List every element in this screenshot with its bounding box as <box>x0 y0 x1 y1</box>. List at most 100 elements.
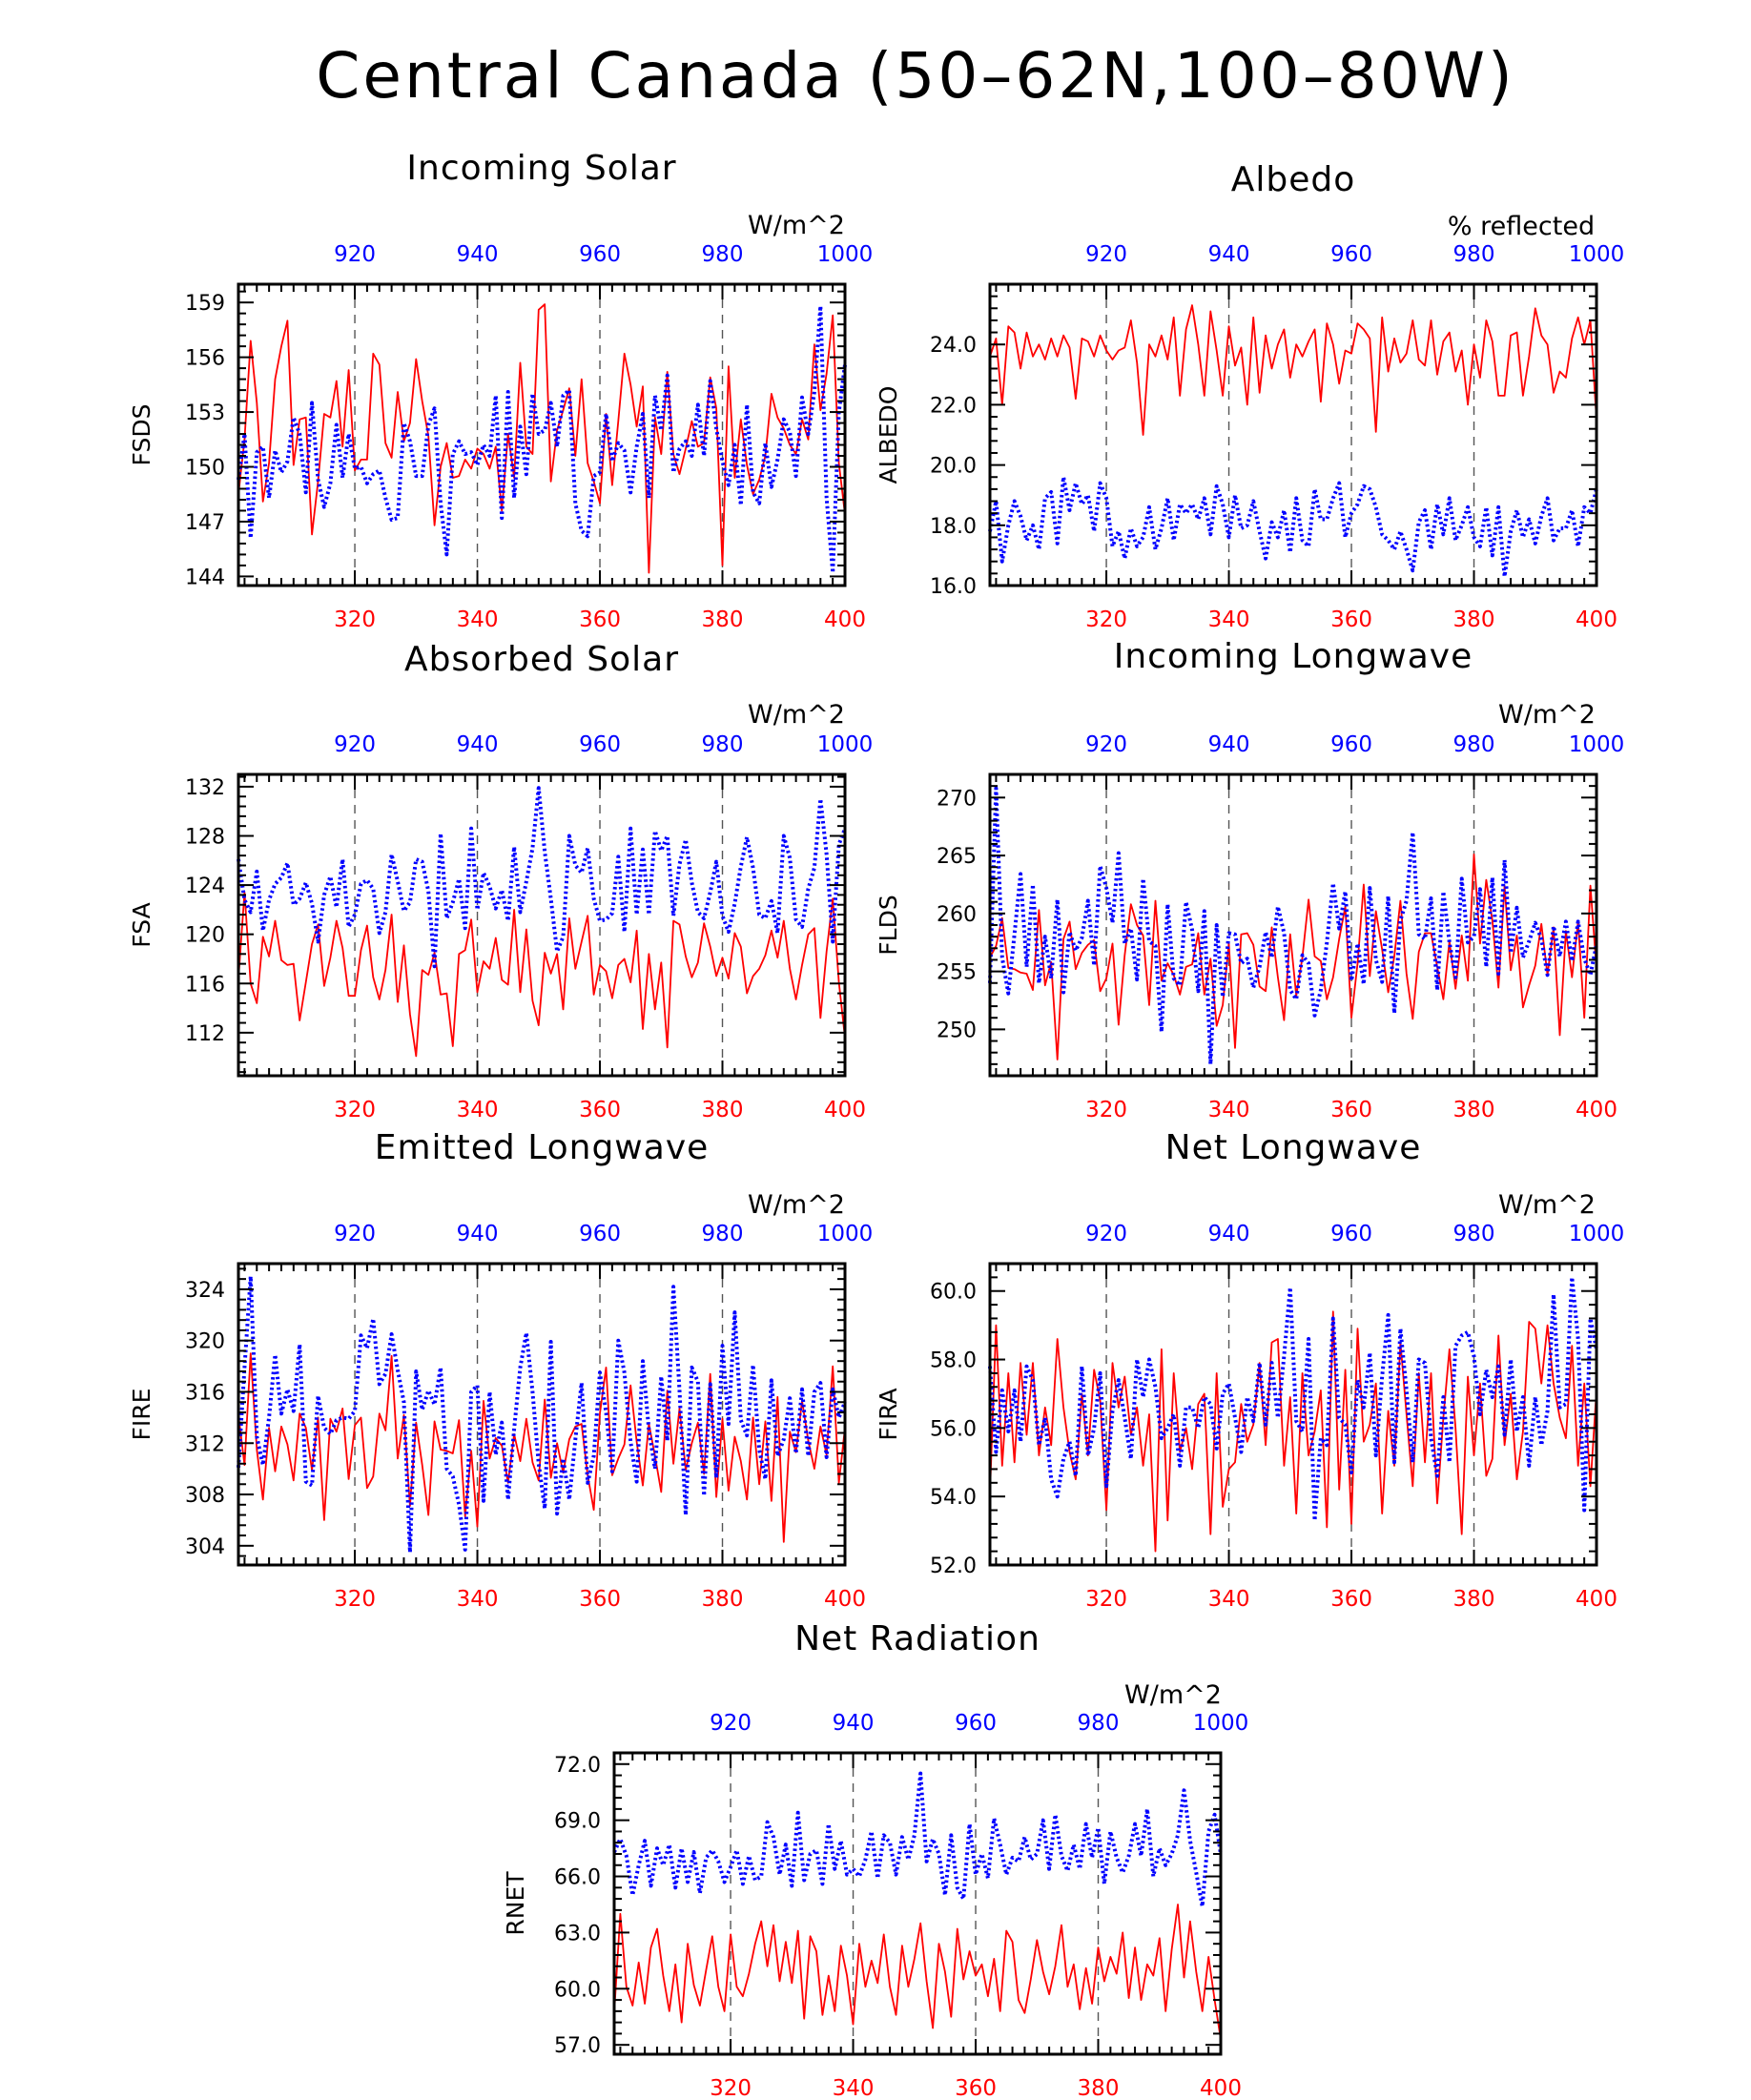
x-tick-label-top: 940 <box>457 732 499 757</box>
y-axis-label: FIRE <box>128 1389 155 1441</box>
x-tick-label-top: 940 <box>1208 1222 1250 1246</box>
x-tick-label-bottom: 320 <box>1085 1587 1127 1612</box>
x-tick-label-bottom: 360 <box>1330 1098 1372 1122</box>
x-tick-label-top: 940 <box>1208 732 1250 757</box>
panel-title: Absorbed Solar <box>404 640 679 679</box>
x-tick-label-bottom: 380 <box>702 1587 744 1612</box>
x-tick-label-bottom: 340 <box>457 1098 499 1122</box>
units-label: W/m^2 <box>1498 1190 1596 1220</box>
chart-panel-fsa: Absorbed Solar W/m^2 132 128 124 120 116 112 FSA… <box>128 640 873 1122</box>
units-label: W/m^2 <box>748 211 845 240</box>
y-tick-label: 308 <box>185 1484 225 1508</box>
x-tick-label-top: 960 <box>579 242 621 267</box>
x-tick-label-bottom: 400 <box>1200 2076 1242 2100</box>
y-tick-label: 56.0 <box>930 1417 977 1441</box>
y-tick-label: 63.0 <box>554 1922 601 1946</box>
x-tick-label-bottom: 360 <box>1330 607 1372 632</box>
y-tick-label: 312 <box>185 1432 225 1456</box>
x-tick-label-top: 920 <box>334 1222 376 1246</box>
plot-frame <box>237 282 847 587</box>
x-tick-label-bottom: 360 <box>579 607 621 632</box>
x-tick-label-top: 960 <box>1330 732 1372 757</box>
y-tick-label: 57.0 <box>554 2034 601 2058</box>
x-tick-label-top: 920 <box>334 732 376 757</box>
x-tick-label-bottom: 380 <box>1078 2076 1120 2100</box>
y-tick-label: 156 <box>185 347 225 371</box>
y-tick-label: 66.0 <box>554 1866 601 1890</box>
x-tick-label-bottom: 320 <box>334 1587 376 1612</box>
x-tick-label-bottom: 380 <box>702 1098 744 1122</box>
units-label: W/m^2 <box>748 1190 845 1220</box>
y-tick-label: 132 <box>185 776 225 800</box>
plot-frame <box>988 772 1598 1078</box>
plot-frame <box>237 1262 847 1567</box>
x-tick-label-bottom: 360 <box>1330 1587 1372 1612</box>
y-tick-label: 250 <box>937 1019 977 1042</box>
series-line-red <box>237 1352 846 1543</box>
x-tick-label-bottom: 320 <box>334 1098 376 1122</box>
series-line-blue <box>988 475 1598 579</box>
x-tick-label-top: 920 <box>710 1711 752 1736</box>
x-tick-label-bottom: 400 <box>1576 607 1617 632</box>
units-label: W/m^2 <box>1498 700 1596 730</box>
y-tick-label: 69.0 <box>554 1810 601 1834</box>
x-tick-label-top: 960 <box>1330 242 1372 267</box>
y-tick-label: 124 <box>185 875 225 898</box>
x-tick-label-top: 980 <box>702 732 744 757</box>
y-tick-label: 270 <box>937 787 977 811</box>
y-tick-label: 18.0 <box>930 515 977 539</box>
x-tick-label-top: 940 <box>1208 242 1250 267</box>
y-tick-label: 58.0 <box>930 1349 977 1373</box>
series-line-red <box>613 1904 1222 2040</box>
x-tick-label-top: 980 <box>702 1222 744 1246</box>
y-axis-label: FIRA <box>875 1388 902 1440</box>
x-tick-label-bottom: 320 <box>710 2076 752 2100</box>
y-tick-label: 60.0 <box>554 1978 601 2002</box>
x-tick-label-bottom: 340 <box>457 607 499 632</box>
chart-panel-fsds: Incoming Solar W/m^2 159 156 153 150 147 144 FSD… <box>128 149 873 632</box>
chart-panel-fira: Net Longwave W/m^2 60.0 58.0 56.0 54.0 52.0 FIR… <box>875 1128 1624 1612</box>
panel-title: Net Radiation <box>794 1619 1040 1658</box>
x-tick-label-bottom: 360 <box>579 1098 621 1122</box>
y-axis-label: FSDS <box>128 404 155 466</box>
figure-title: Central Canada (50–62N,100–80W) <box>316 39 1514 113</box>
y-tick-label: 116 <box>185 973 225 997</box>
y-tick-label: 150 <box>185 457 225 481</box>
series-line-red <box>237 303 846 574</box>
x-tick-label-bottom: 400 <box>824 607 866 632</box>
chart-panel-flds: Incoming Longwave W/m^2 270 265 260 255 250 FLD… <box>875 637 1624 1122</box>
y-tick-label: 255 <box>937 961 977 985</box>
x-tick-label-bottom: 400 <box>824 1098 866 1122</box>
series-line-blue <box>237 1274 847 1554</box>
y-tick-label: 128 <box>185 825 225 849</box>
x-tick-label-top: 980 <box>702 242 744 267</box>
y-tick-label: 320 <box>185 1330 225 1354</box>
series-line-blue <box>237 304 847 575</box>
units-label: W/m^2 <box>1124 1680 1222 1710</box>
x-tick-label-top: 920 <box>1085 1222 1127 1246</box>
x-tick-label-top: 960 <box>955 1711 997 1736</box>
x-tick-label-top: 1000 <box>817 732 874 757</box>
y-tick-label: 72.0 <box>554 1754 601 1778</box>
y-tick-label: 112 <box>185 1022 225 1046</box>
series-line-blue <box>237 786 847 969</box>
series-line-blue <box>988 1275 1598 1523</box>
x-tick-label-bottom: 400 <box>1576 1098 1617 1122</box>
series-line-red <box>989 1310 1597 1553</box>
panel-title: Net Longwave <box>1165 1128 1422 1167</box>
chart-panel-fire: Emitted Longwave W/m^2 324 320 316 312 308 304 F… <box>128 1128 873 1612</box>
x-tick-label-top: 1000 <box>1193 1711 1249 1736</box>
units-label: W/m^2 <box>748 700 845 730</box>
x-tick-label-top: 1000 <box>1569 732 1625 757</box>
x-tick-label-bottom: 360 <box>955 2076 997 2100</box>
panel-title: Albedo <box>1231 160 1356 199</box>
y-tick-label: 324 <box>185 1279 225 1303</box>
x-tick-label-bottom: 380 <box>1453 1098 1495 1122</box>
x-tick-label-top: 980 <box>1453 732 1495 757</box>
y-tick-label: 120 <box>185 924 225 948</box>
x-tick-label-top: 920 <box>334 242 376 267</box>
plot-frame <box>988 282 1598 587</box>
chart-panel-albedo: Albedo % reflected 24.0 22.0 20.0 18.0 16.0 ALB… <box>875 160 1624 632</box>
y-tick-label: 159 <box>185 292 225 316</box>
